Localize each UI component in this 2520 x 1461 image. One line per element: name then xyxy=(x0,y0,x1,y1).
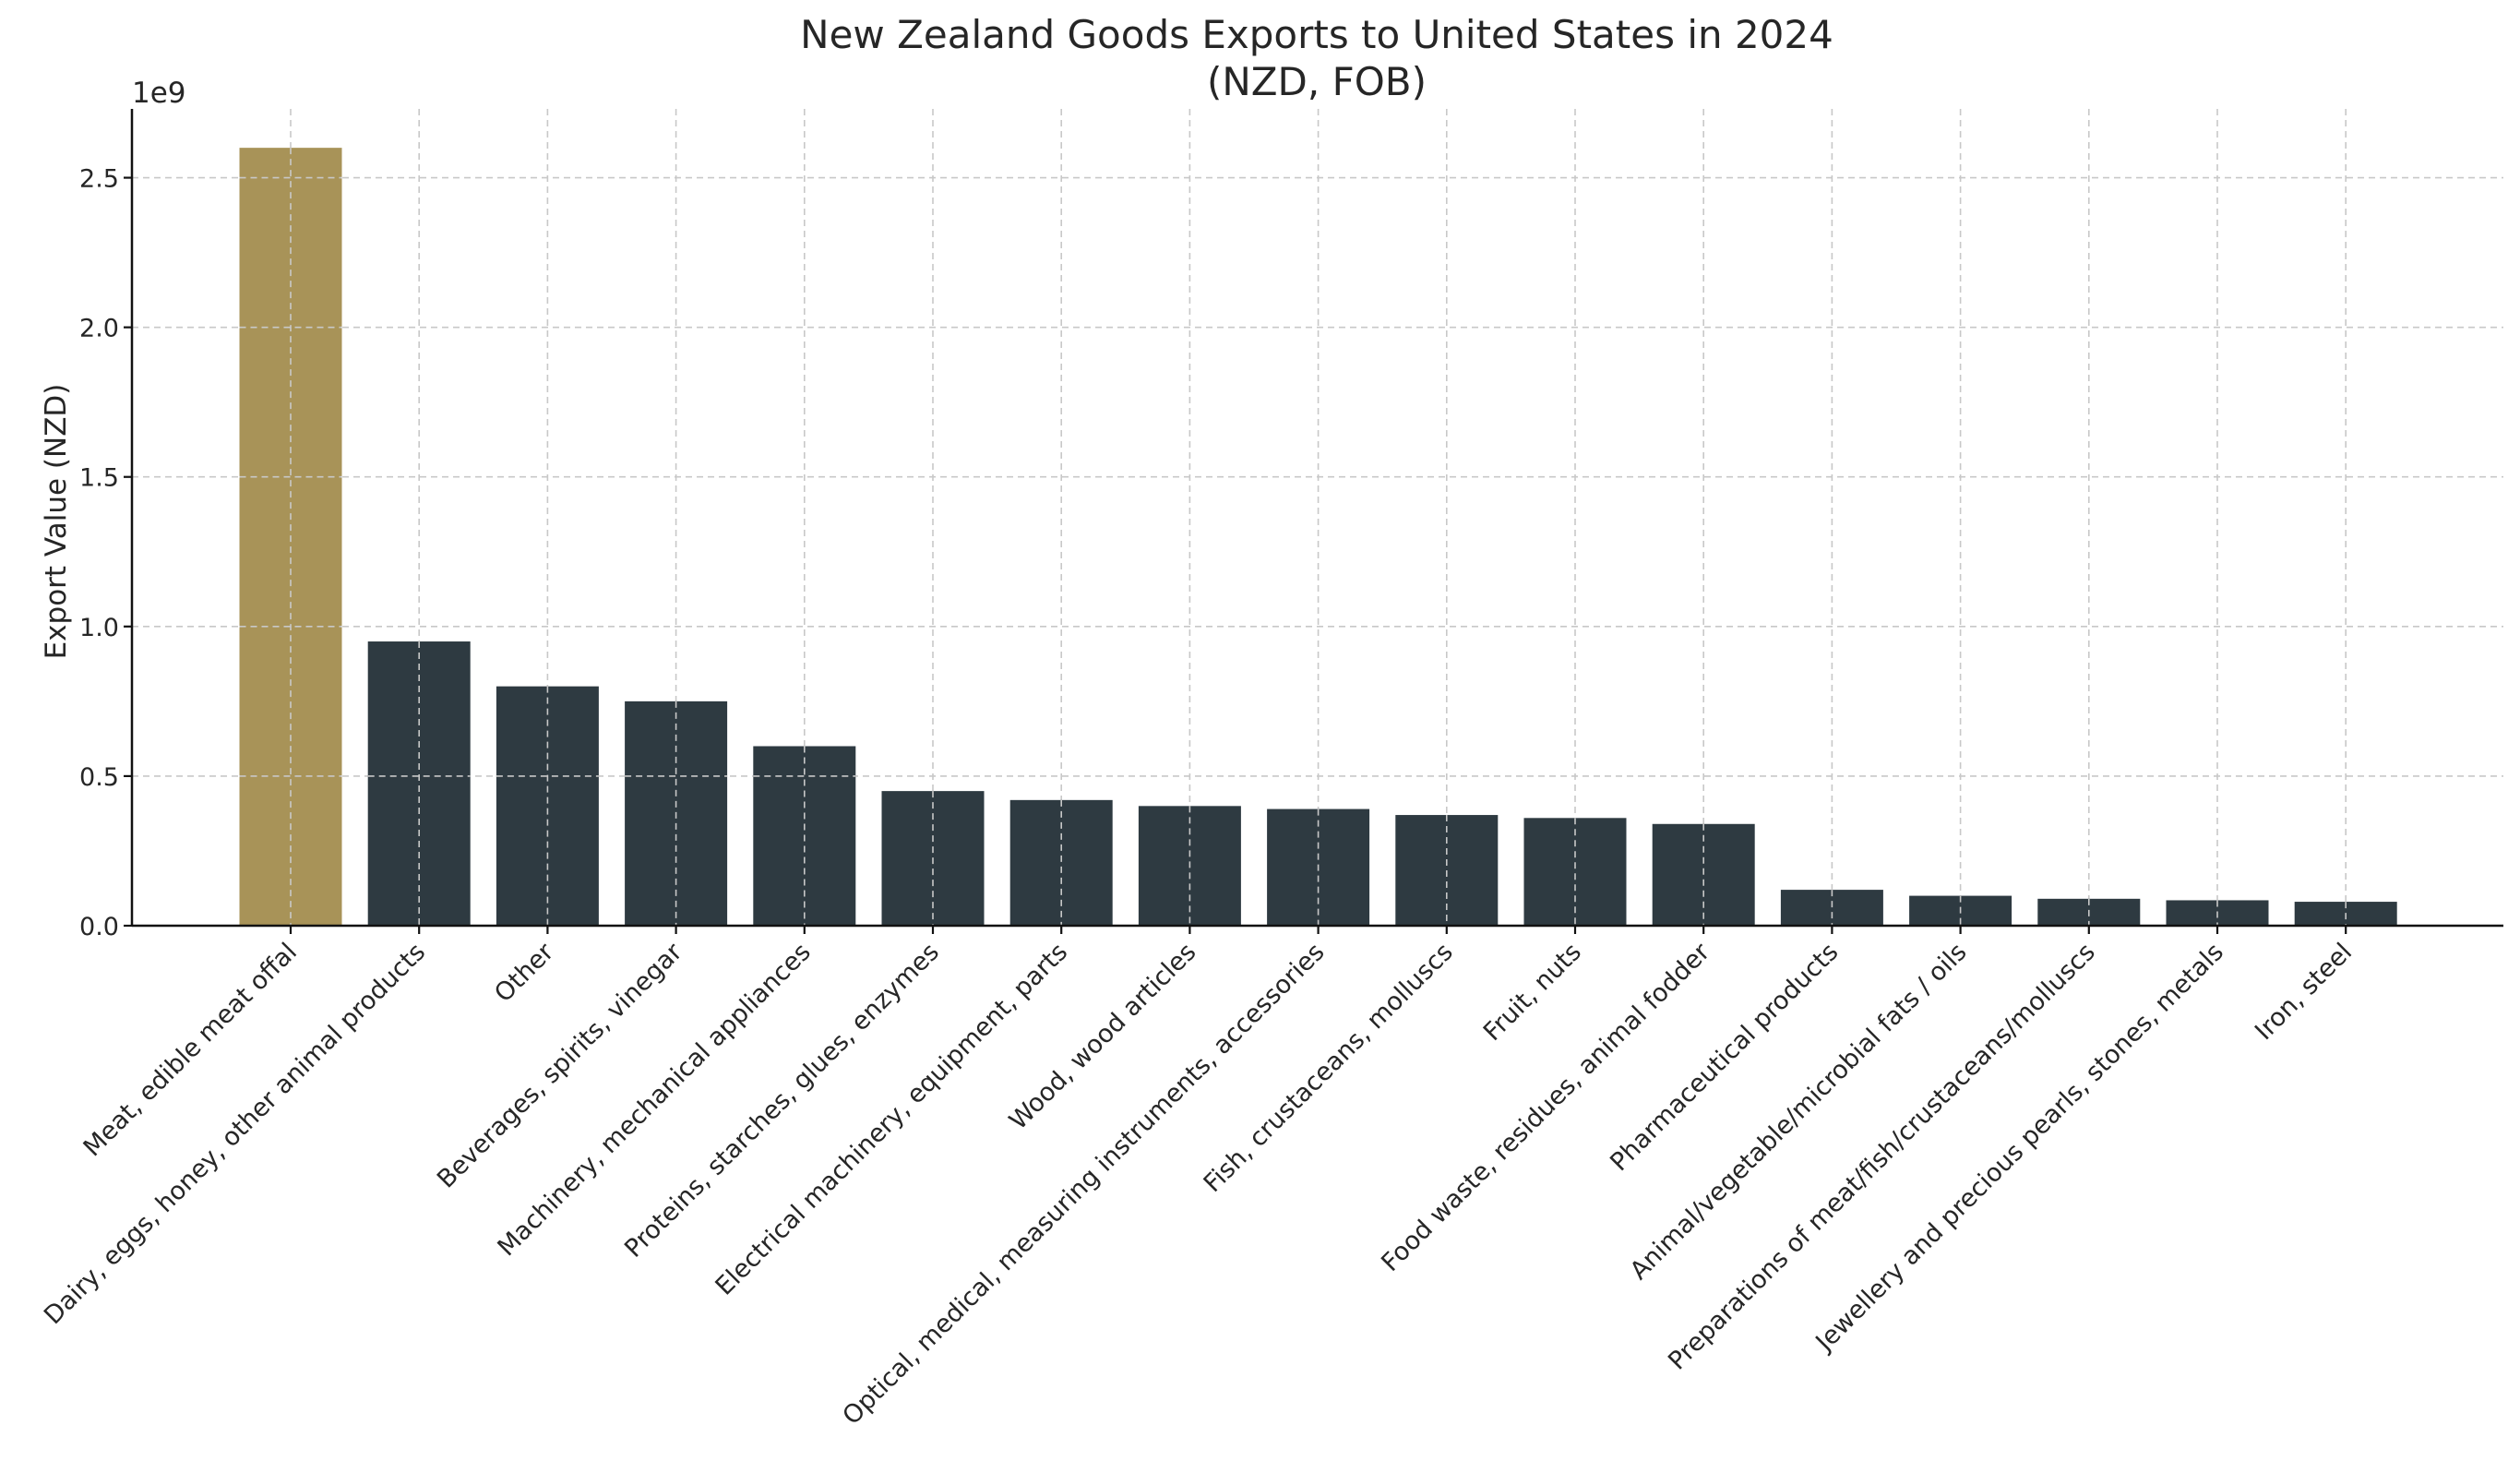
y-tick-label: 1.0 xyxy=(79,614,119,642)
chart-subtitle: (NZD, FOB) xyxy=(1207,59,1427,104)
x-tick-label: Preparations of meat/fish/crustaceans/mo… xyxy=(1663,938,2101,1376)
bars xyxy=(239,148,2397,927)
x-tick-label: Optical, medical, measuring instruments,… xyxy=(837,938,1330,1431)
y-axis-offset-label: 1e9 xyxy=(132,77,186,110)
x-tick-label: Iron, steel xyxy=(2250,938,2358,1046)
y-axis-ticks: 0.0 0.5 1.0 1.5 2.0 2.5 xyxy=(79,165,132,941)
y-tick-label: 1.5 xyxy=(79,464,119,493)
chart-title: New Zealand Goods Exports to United Stat… xyxy=(800,12,1833,57)
x-tick-label: Fish, crustaceans, molluscs xyxy=(1199,938,1459,1198)
bar xyxy=(1009,799,1113,926)
y-tick-label: 2.5 xyxy=(79,165,119,194)
x-tick-label: Pharmaceutical products xyxy=(1605,938,1844,1177)
x-tick-label: Meat, edible meat offal xyxy=(78,938,303,1162)
y-tick-label: 0.5 xyxy=(79,763,119,792)
y-axis-label: Export Value (NZD) xyxy=(40,384,73,660)
x-tick-label: Other xyxy=(489,937,560,1008)
grid xyxy=(132,109,2503,927)
bar xyxy=(367,641,471,926)
x-tick-label: Fruit, nuts xyxy=(1478,938,1587,1047)
x-tick-label: Beverages, spirits, vinegar xyxy=(432,937,688,1193)
y-tick-label: 0.0 xyxy=(79,913,119,941)
y-tick-label: 2.0 xyxy=(79,315,119,343)
